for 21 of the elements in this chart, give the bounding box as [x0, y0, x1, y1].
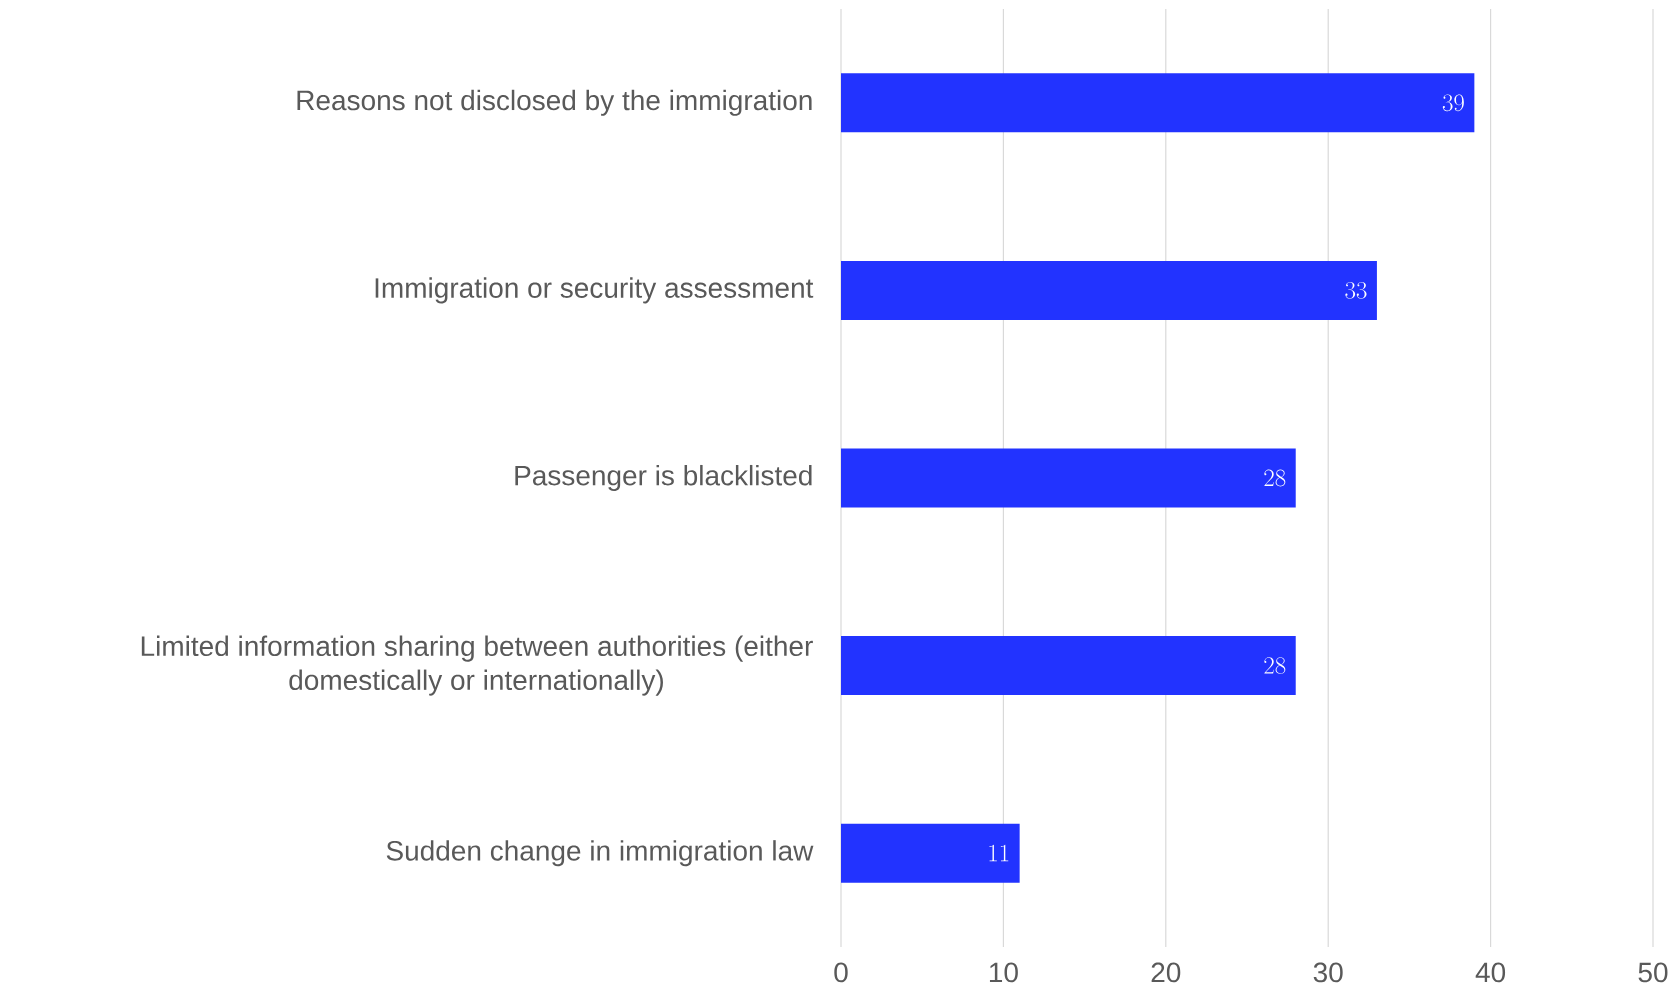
x-tick-label: 0 — [834, 962, 848, 983]
bar — [841, 448, 1296, 508]
bar — [841, 73, 1475, 133]
x-tick-label: 40 — [1475, 962, 1506, 983]
data-label: 11 — [989, 844, 1009, 862]
data-label: 33 — [1345, 281, 1367, 299]
y-tick-label: Limited information sharing between authorities (either domestically or internationally) — [141, 635, 813, 696]
bar — [841, 823, 1020, 883]
data-label: 28 — [1264, 469, 1286, 487]
data-label: 28 — [1264, 657, 1286, 675]
x-tick-label: 30 — [1313, 962, 1343, 983]
y-tick-label: Reasons not disclosed by the immigration — [297, 89, 812, 116]
x-tick-label: 10 — [989, 962, 1018, 983]
x-tick-label: 50 — [1638, 962, 1668, 983]
x-tick-label: 20 — [1151, 962, 1181, 983]
bar — [841, 636, 1296, 696]
bar — [841, 260, 1377, 320]
data-label: 39 — [1442, 94, 1464, 112]
y-tick-label: Sudden change in immigration law — [386, 840, 814, 867]
y-tick-label: Immigration or security assessment — [375, 277, 814, 304]
y-tick-label: Passenger is blacklisted — [515, 464, 812, 492]
